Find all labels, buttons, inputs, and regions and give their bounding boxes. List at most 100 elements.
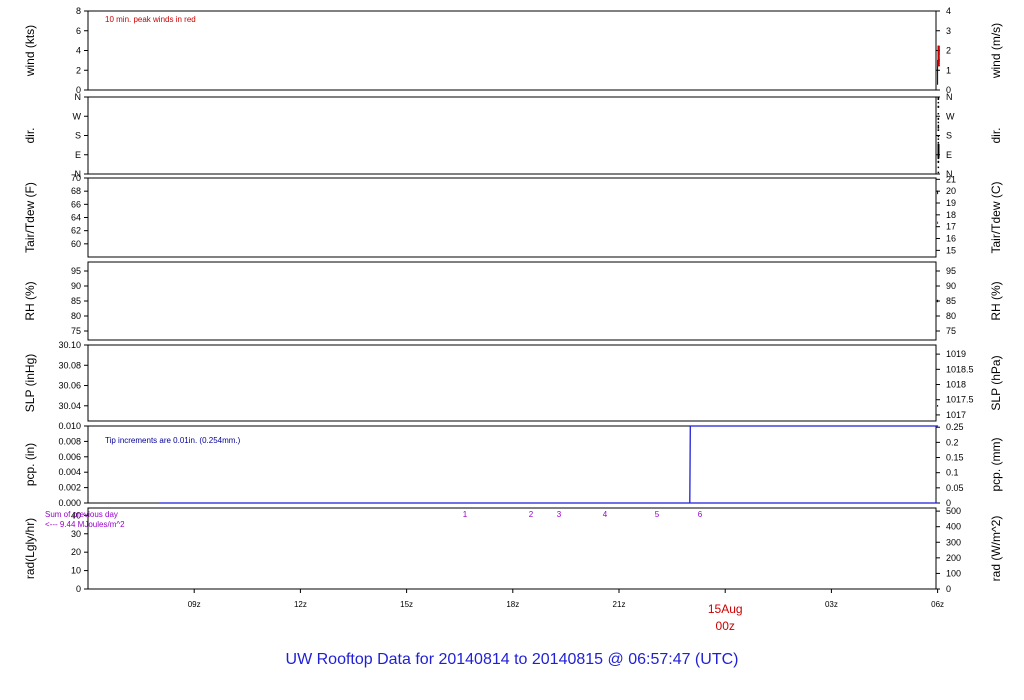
wind-peak-point <box>937 55 940 57</box>
ylabel-left-temp: Tair/Tdew (F) <box>23 182 37 253</box>
tick-label-right: 21 <box>946 174 956 184</box>
wind-dir-point <box>937 156 940 159</box>
wind-peak-point <box>937 48 940 50</box>
tick-label-left: W <box>73 111 82 121</box>
wind-peak-point <box>937 59 940 61</box>
tick-label-right: 90 <box>946 281 956 291</box>
ylabel-right-rad: rad (W/m^2) <box>989 516 1003 582</box>
tick-label-left: 0 <box>76 584 81 594</box>
wind-peak-point <box>937 50 940 52</box>
ylabel-left-rh: RH (%) <box>23 281 37 320</box>
page-title: UW Rooftop Data for 20140814 to 20140815… <box>285 651 739 668</box>
tick-label-left: S <box>75 131 81 141</box>
hour-mark: 4 <box>603 510 608 519</box>
ylabel-left-dir: dir. <box>23 127 37 143</box>
tick-label-right: 0.1 <box>946 468 959 478</box>
wind-dir-point <box>937 101 940 104</box>
x-axis: 09z 12z 15z 18z 21z 03z 06z 15Aug 00z <box>188 589 944 633</box>
wind-dir-point <box>937 106 940 108</box>
tick-label-right: 0.05 <box>946 483 964 493</box>
x-tick-label: 09z <box>188 600 201 609</box>
wind-peak-point <box>937 47 940 49</box>
rad-annotation-2: <--- 9.44 MJoules/m^2 <box>45 520 125 529</box>
tick-label-right: 200 <box>946 553 961 563</box>
wind-dir-point <box>937 146 940 148</box>
tick-label-right: 19 <box>946 198 956 208</box>
panel-pcp: 0.000 0.002 0.004 0.006 0.008 0.010 0 0.05 0.1 0.… <box>23 421 1003 508</box>
tick-label-right: 1 <box>946 65 951 75</box>
panel-wind: 0 2 4 6 8 0 1 2 3 4 wind (kts) wind (m/s) 10 min. pe… <box>23 6 1003 95</box>
tick-label-left: 30.08 <box>58 360 81 370</box>
x-tick-label: 06z <box>931 600 944 609</box>
wind-annotation: 10 min. peak winds in red <box>105 15 196 24</box>
tick-label-left: 85 <box>71 296 81 306</box>
wind-peak-point <box>937 45 940 47</box>
tick-label-right: S <box>946 131 952 141</box>
x-tick-label: 03z <box>825 600 838 609</box>
tick-label-left: 30 <box>71 529 81 539</box>
tick-label-right: 15 <box>946 245 956 255</box>
tick-label-right: 0 <box>946 498 951 508</box>
tick-label-left: 20 <box>71 547 81 557</box>
tick-label-left: 70 <box>71 173 81 183</box>
date-label: 15Aug <box>708 602 743 616</box>
tick-label-right: 0 <box>946 584 951 594</box>
tick-label-right: 0.25 <box>946 422 964 432</box>
tick-label-left: 40 <box>71 510 81 520</box>
x-tick-label: 18z <box>506 600 519 609</box>
tick-label-right: 0.15 <box>946 453 964 463</box>
tick-label-right: 3 <box>946 26 951 36</box>
ylabel-left-wind: wind (kts) <box>23 25 37 77</box>
ylabel-right-rh: RH (%) <box>989 281 1003 320</box>
wind-peak-point <box>937 63 940 64</box>
tick-label-right: 0.2 <box>946 437 959 447</box>
wind-dir-point <box>937 138 940 140</box>
tick-label-right: 100 <box>946 568 961 578</box>
wind-dir-point <box>937 127 940 129</box>
wind-dir-point <box>937 126 940 128</box>
panel-frame-slp <box>87 344 937 422</box>
tick-label-left: 62 <box>71 226 81 236</box>
tick-label-right: 17 <box>946 222 956 232</box>
tick-label-right: 95 <box>946 266 956 276</box>
ylabel-left-pcp: pcp. (in) <box>23 443 37 486</box>
tick-label-right: 1018.5 <box>946 364 974 374</box>
wind-dir-point <box>937 166 940 169</box>
tick-label-right: 500 <box>946 506 961 516</box>
ylabel-right-wind: wind (m/s) <box>989 23 1003 79</box>
tick-label-right: 0 <box>946 85 951 95</box>
hour-mark: 1 <box>463 510 468 519</box>
wind-peak-point <box>937 65 940 67</box>
tick-label-right: N <box>946 169 953 179</box>
wind-dir-point <box>937 124 940 127</box>
wind-dir-point <box>937 161 940 163</box>
tick-label-left: E <box>75 150 81 160</box>
wind-dir-point <box>937 155 940 158</box>
tick-label-left: 10 <box>71 566 81 576</box>
tick-label-right: 4 <box>946 6 951 16</box>
panel-frame-wind <box>87 10 937 91</box>
wind-dir-point <box>937 171 940 174</box>
x-tick-label: 12z <box>294 600 307 609</box>
panel-slp: 30.04 30.06 30.08 30.10 1017 1017.5 1018 1018.5… <box>23 340 1003 422</box>
tick-label-right: N <box>946 92 953 102</box>
tick-label-right: 1017 <box>946 410 966 420</box>
wind-dir-point <box>937 148 940 151</box>
tick-label-left: 2 <box>76 65 81 75</box>
tick-label-left: 4 <box>76 46 81 56</box>
wind-dir-point <box>937 135 940 138</box>
ylabel-right-dir: dir. <box>989 127 1003 143</box>
wind-dir-point <box>937 113 940 115</box>
ylabel-left-rad: rad(Lgly/hr) <box>23 518 37 579</box>
wind-dir-point <box>937 121 940 124</box>
tick-label-left: 66 <box>71 199 81 209</box>
panel-frame-rh <box>87 261 937 341</box>
wind-dir-point <box>937 129 940 131</box>
tick-label-left: 8 <box>76 6 81 16</box>
wind-peak-point <box>937 61 940 63</box>
panel-frame-rad <box>87 507 937 590</box>
ylabel-right-temp: Tair/Tdew (C) <box>989 181 1003 253</box>
